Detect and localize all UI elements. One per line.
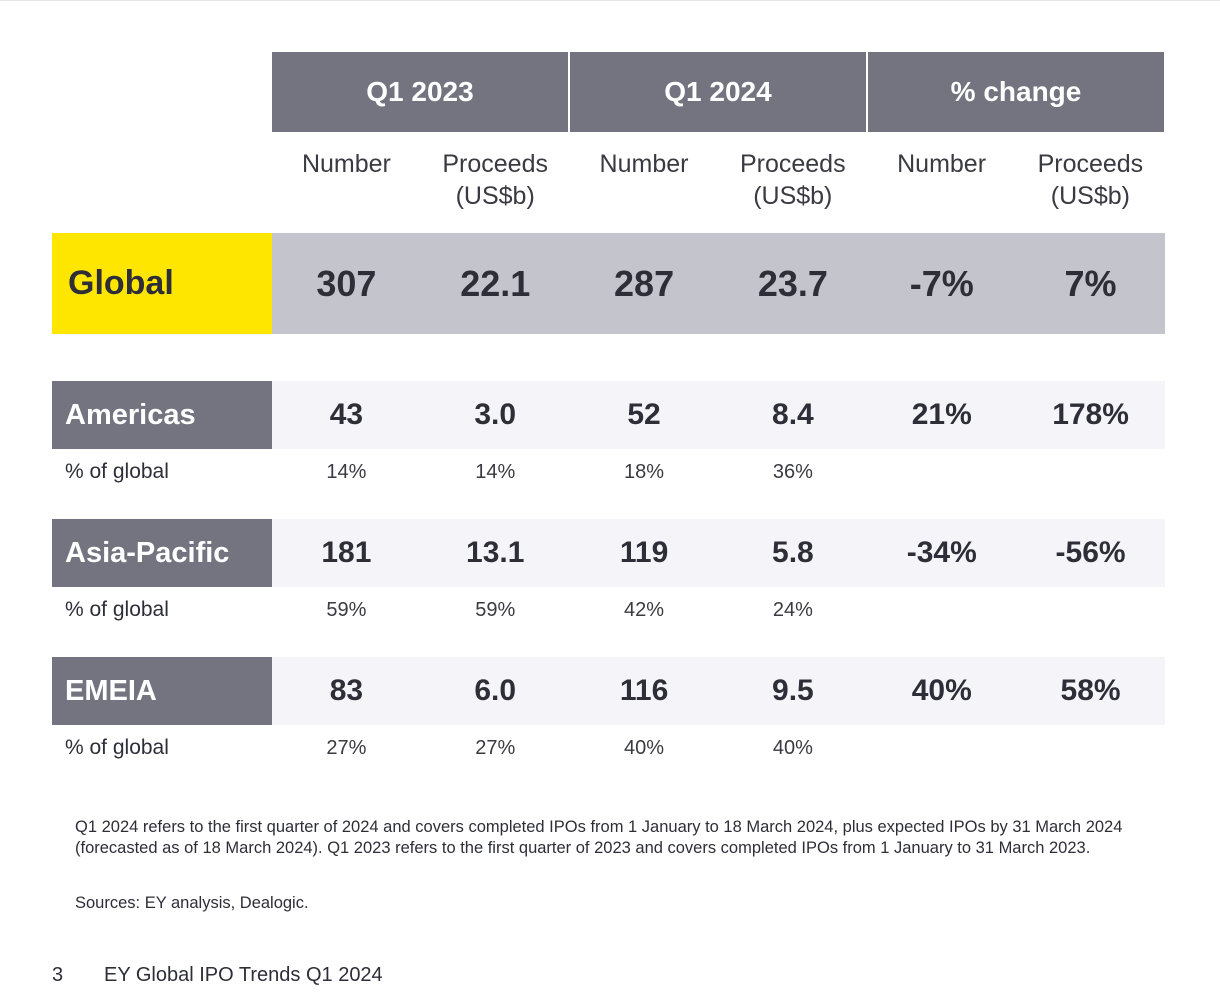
pct-of-global-row: % of global 27% 27% 40% 40% (52, 725, 1165, 771)
document-title: EY Global IPO Trends Q1 2024 (104, 964, 383, 986)
pct-value (1016, 449, 1165, 495)
global-label: Global (52, 233, 272, 334)
region-values: 181 13.1 119 5.8 -34% -56% (272, 519, 1165, 587)
region-value: 43 (329, 398, 364, 431)
pct-value: 14% (326, 460, 367, 483)
global-value: 307 (316, 262, 377, 304)
region-value: 181 (321, 536, 372, 569)
region-value: 13.1 (466, 536, 525, 569)
footnote: Q1 2024 refers to the first quarter of 2… (75, 818, 1123, 857)
pct-value: 40% (772, 736, 813, 759)
region-value: 9.5 (772, 674, 814, 707)
pct-value: 36% (772, 460, 813, 483)
region-value: 8.4 (772, 398, 814, 431)
region-value: -34% (906, 536, 977, 569)
subheader-row: Number Proceeds (US$b) Number Proceeds (… (272, 148, 1165, 212)
region-values: 83 6.0 116 9.5 40% 58% (272, 657, 1165, 725)
region-value: 6.0 (474, 674, 517, 707)
region-value: -56% (1055, 536, 1126, 569)
region-row: Asia-Pacific 181 13.1 119 5.8 -34% -56% (52, 519, 1165, 587)
pct-value (867, 725, 1016, 771)
pct-of-global-label: % of global (65, 598, 169, 621)
global-value: 23.7 (757, 262, 828, 304)
top-divider (0, 0, 1220, 1)
subheader-proceeds: Proceeds (US$b) (739, 150, 846, 210)
pct-value: 27% (475, 736, 516, 759)
page-number: 3 (52, 964, 64, 986)
global-value: 7% (1064, 262, 1117, 304)
region-value: 116 (619, 674, 669, 707)
region-row: EMEIA 83 6.0 116 9.5 40% 58% (52, 657, 1165, 725)
page-footer: 3 EY Global IPO Trends Q1 2024 (52, 964, 383, 987)
region-value: 5.8 (772, 536, 814, 569)
pct-of-global-values: 14% 14% 18% 36% (272, 449, 1165, 495)
subheader-number: Number (301, 150, 391, 178)
header-divider (568, 52, 570, 132)
region-row: Americas 43 3.0 52 8.4 21% 178% (52, 381, 1165, 449)
pct-value (1016, 587, 1165, 633)
pct-of-global-label: % of global (65, 736, 169, 759)
region-value: 52 (627, 398, 661, 431)
region-value: 3.0 (474, 398, 517, 431)
region-value: 40% (911, 674, 972, 707)
pct-value: 24% (772, 598, 813, 621)
region-value: 119 (619, 536, 669, 569)
pct-value (867, 449, 1016, 495)
region-value: 58% (1060, 674, 1121, 707)
pct-value (867, 587, 1016, 633)
region-values: 43 3.0 52 8.4 21% 178% (272, 381, 1165, 449)
global-row: Global 307 22.1 287 23.7 -7% 7% (52, 233, 1165, 334)
pct-value: 59% (475, 598, 516, 621)
pct-of-global-row: % of global 14% 14% 18% 36% (52, 449, 1165, 495)
pct-value: 18% (624, 460, 665, 483)
region-label: Asia-Pacific (52, 519, 272, 587)
region-asia-pacific: Asia-Pacific 181 13.1 119 5.8 -34% -56% … (52, 519, 1165, 633)
pct-of-global-row: % of global 59% 59% 42% 24% (52, 587, 1165, 633)
pct-value: 14% (475, 460, 516, 483)
pct-of-global-values: 59% 59% 42% 24% (272, 587, 1165, 633)
region-label: Americas (52, 381, 272, 449)
subheader-proceeds: Proceeds (US$b) (442, 150, 548, 210)
region-emeia: EMEIA 83 6.0 116 9.5 40% 58% % of global… (52, 657, 1165, 771)
pct-of-global-values: 27% 27% 40% 40% (272, 725, 1165, 771)
pct-value: 27% (326, 736, 367, 759)
header-divider (866, 52, 868, 132)
region-americas: Americas 43 3.0 52 8.4 21% 178% % of glo… (52, 381, 1165, 495)
region-label: EMEIA (52, 657, 272, 725)
period-header-row: Q1 2023 Q1 2024 % change (272, 52, 1164, 132)
global-value: 287 (614, 262, 675, 304)
period-header-q1-2024: Q1 2024 (570, 52, 866, 132)
sources-note: Sources: EY analysis, Dealogic. (75, 894, 309, 912)
subheader-number: Number (599, 150, 689, 178)
global-values: 307 22.1 287 23.7 -7% 7% (272, 233, 1165, 334)
pct-value: 40% (624, 736, 665, 759)
global-value: -7% (909, 262, 974, 304)
pct-of-global-label: % of global (65, 460, 169, 483)
pct-value (1016, 725, 1165, 771)
period-header-change: % change (868, 52, 1164, 132)
pct-value: 42% (624, 598, 665, 621)
region-value: 21% (911, 398, 972, 431)
subheader-number: Number (897, 150, 987, 178)
region-value: 178% (1052, 398, 1129, 431)
pct-value: 59% (326, 598, 367, 621)
period-header-q1-2023: Q1 2023 (272, 52, 568, 132)
subheader-proceeds: Proceeds (US$b) (1037, 150, 1144, 210)
region-value: 83 (329, 674, 364, 707)
global-value: 22.1 (460, 262, 531, 304)
